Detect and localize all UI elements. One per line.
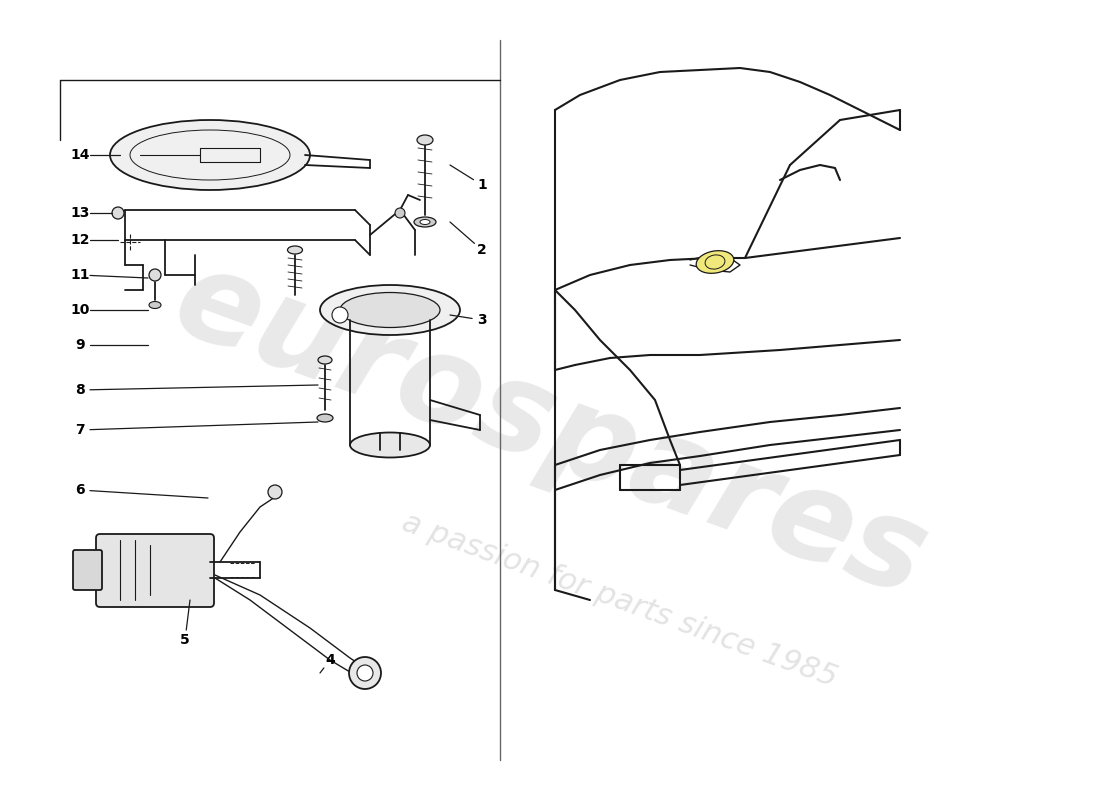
Ellipse shape [340,293,440,327]
Text: 14: 14 [70,148,90,162]
Text: a passion for parts since 1985: a passion for parts since 1985 [398,507,842,693]
Text: 3: 3 [477,313,487,327]
Ellipse shape [318,356,332,364]
Text: 13: 13 [70,206,90,220]
Circle shape [112,207,124,219]
Circle shape [332,307,348,323]
Circle shape [268,485,282,499]
Ellipse shape [110,120,310,190]
Text: 11: 11 [70,268,90,282]
Ellipse shape [350,433,430,458]
Ellipse shape [148,302,161,309]
Text: 1: 1 [477,178,487,192]
Text: 2: 2 [477,243,487,257]
Circle shape [395,208,405,218]
Ellipse shape [317,414,333,422]
Text: 8: 8 [75,383,85,397]
Circle shape [349,657,381,689]
Text: 9: 9 [75,338,85,352]
Text: eurospares: eurospares [158,238,942,622]
FancyBboxPatch shape [73,550,102,590]
Text: 6: 6 [75,483,85,497]
Ellipse shape [320,285,460,335]
Ellipse shape [696,250,734,274]
Circle shape [148,269,161,281]
Text: 10: 10 [70,303,90,317]
Ellipse shape [414,217,436,227]
FancyBboxPatch shape [96,534,214,607]
Ellipse shape [420,219,430,225]
Circle shape [358,665,373,681]
Text: 5: 5 [180,633,190,647]
Text: 12: 12 [70,233,90,247]
Text: 4: 4 [326,653,334,667]
Ellipse shape [417,135,433,145]
Ellipse shape [287,246,303,254]
Text: 7: 7 [75,423,85,437]
